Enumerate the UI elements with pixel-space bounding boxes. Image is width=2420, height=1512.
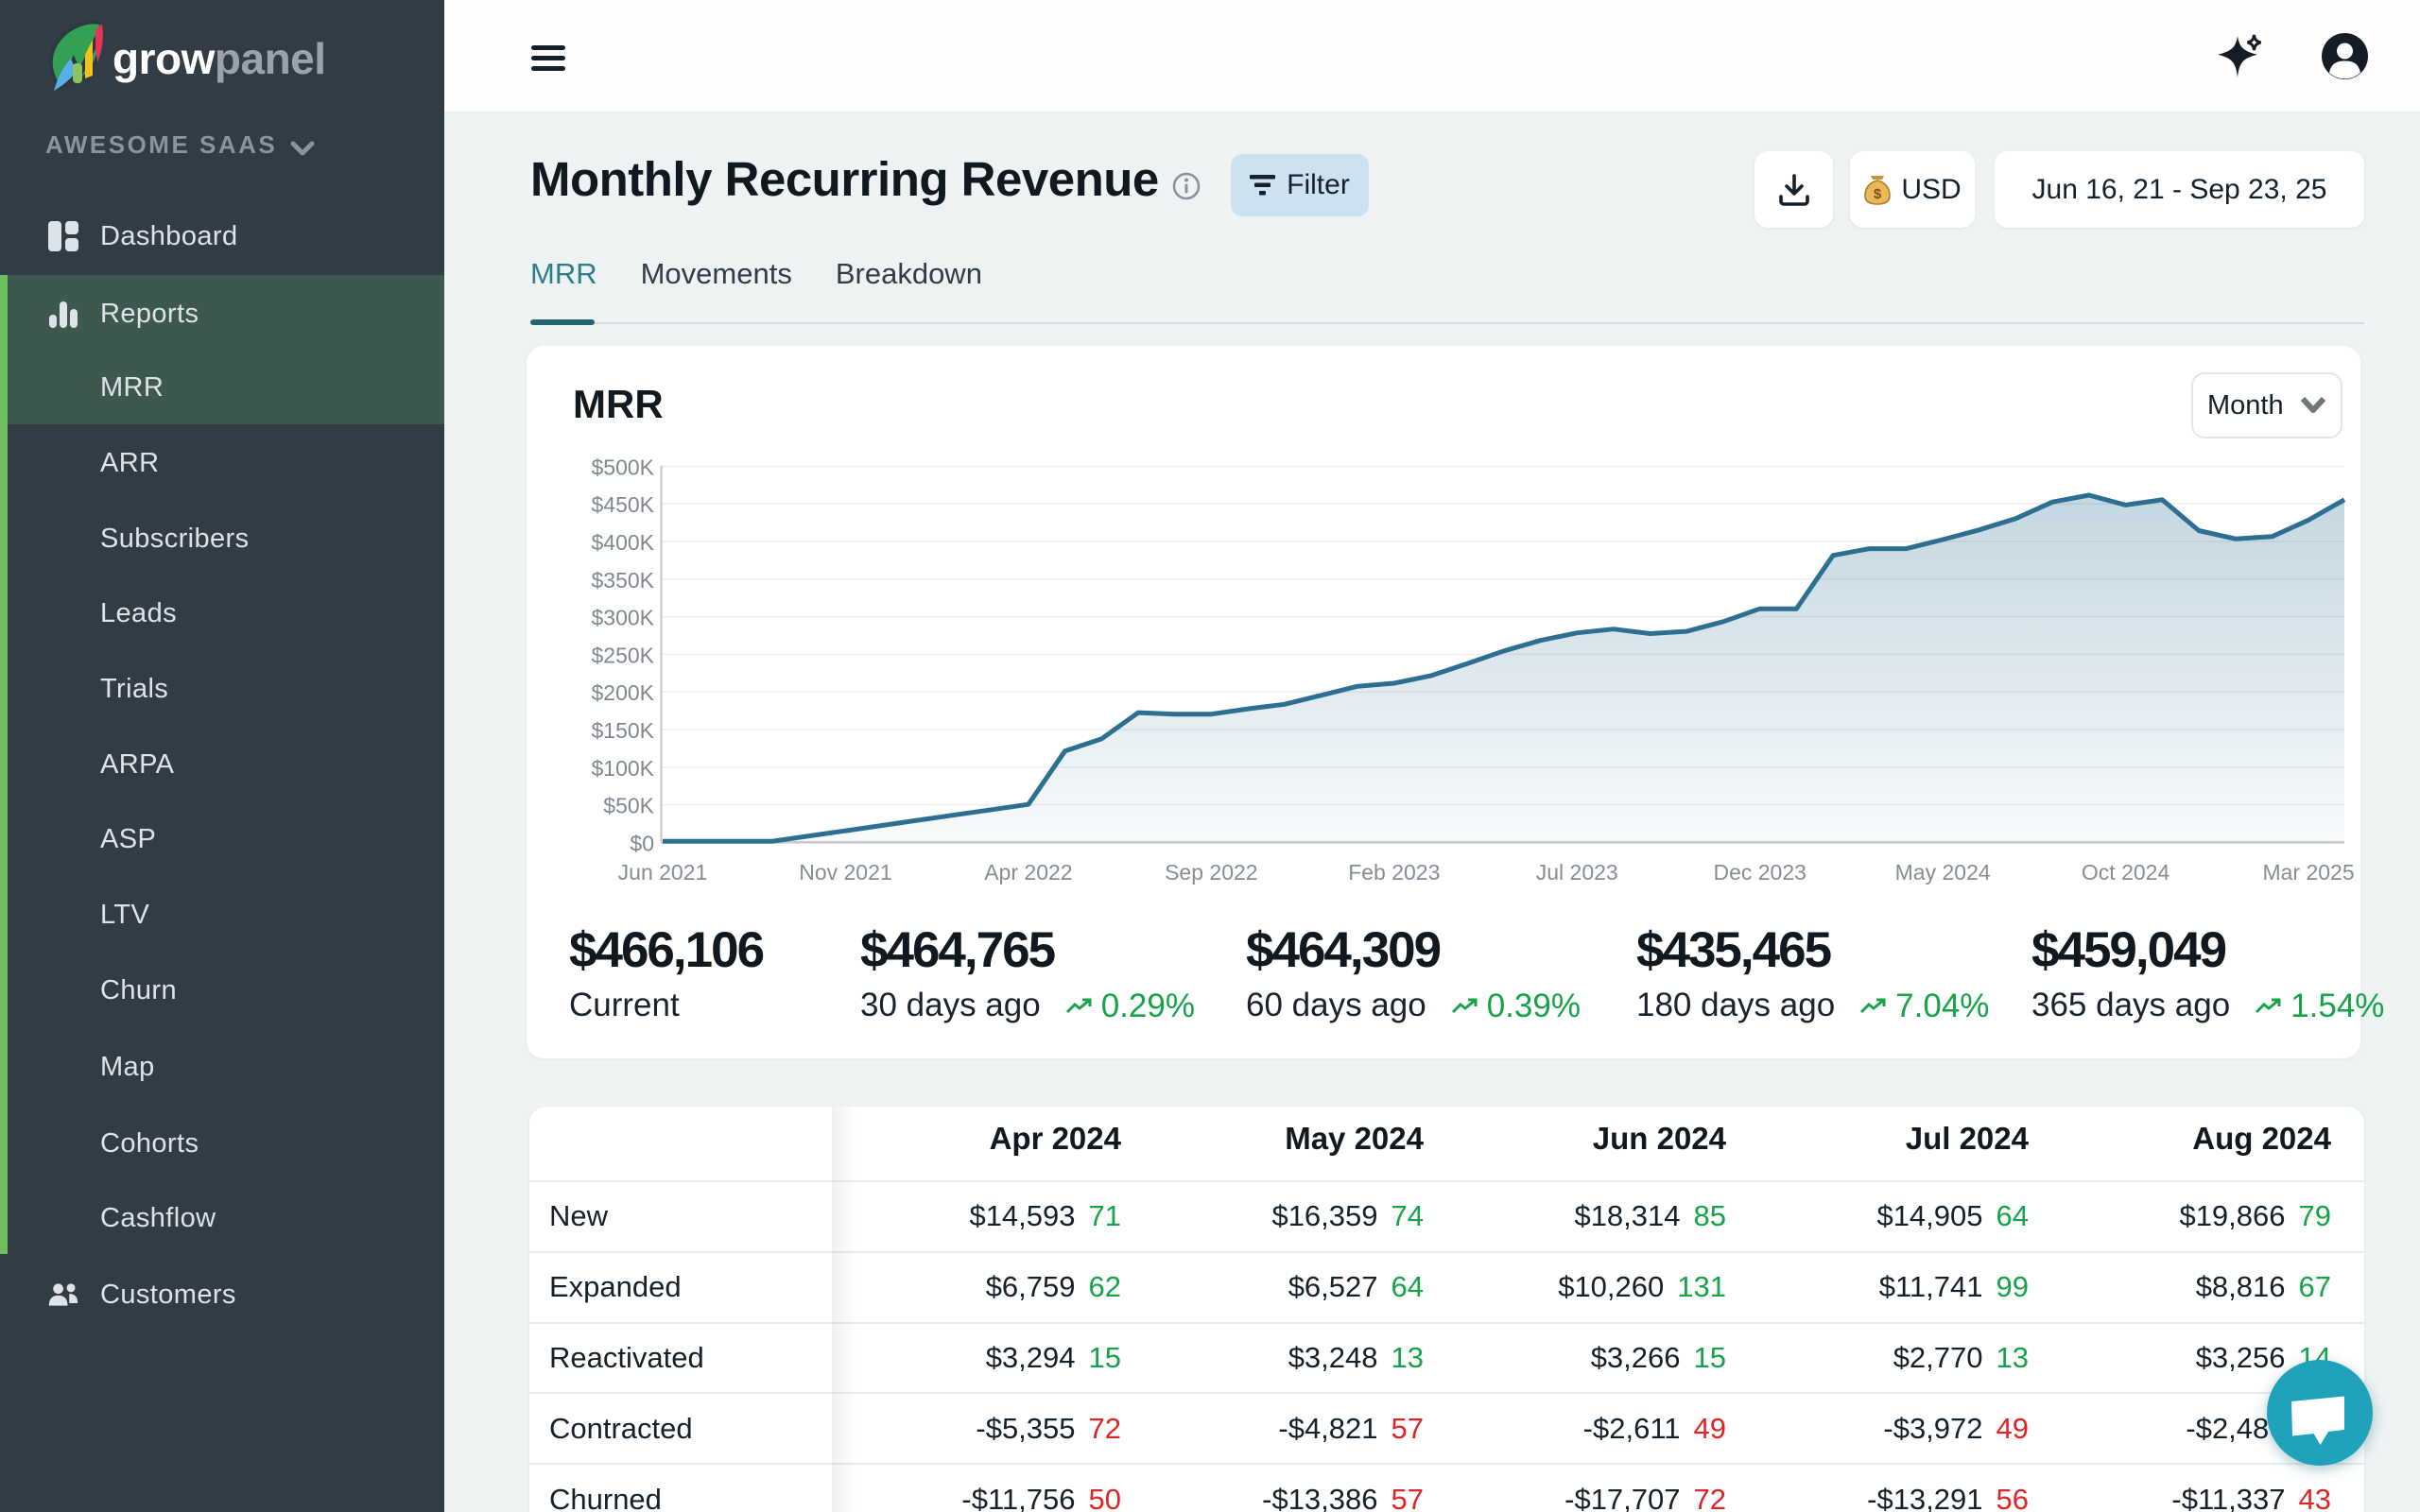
svg-text:$200K: $200K xyxy=(591,680,654,705)
svg-text:Dec 2023: Dec 2023 xyxy=(1713,860,1806,885)
svg-text:$250K: $250K xyxy=(591,643,654,667)
svg-text:Feb 2023: Feb 2023 xyxy=(1348,860,1440,885)
svg-text:Mar 2025: Mar 2025 xyxy=(2262,860,2354,885)
svg-text:$100K: $100K xyxy=(591,756,654,781)
svg-text:Jul 2023: Jul 2023 xyxy=(1536,860,1618,885)
svg-text:Oct 2024: Oct 2024 xyxy=(2082,860,2170,885)
svg-text:$500K: $500K xyxy=(591,455,654,479)
svg-text:Nov 2021: Nov 2021 xyxy=(799,860,891,885)
svg-text:Jun 2021: Jun 2021 xyxy=(618,860,708,885)
svg-text:$: $ xyxy=(1874,186,1882,202)
svg-text:Sep 2022: Sep 2022 xyxy=(1165,860,1257,885)
svg-text:$400K: $400K xyxy=(591,530,654,555)
svg-text:$50K: $50K xyxy=(603,794,654,818)
svg-text:Apr 2022: Apr 2022 xyxy=(984,860,1072,885)
svg-text:$450K: $450K xyxy=(591,492,654,517)
svg-text:$0: $0 xyxy=(630,831,654,855)
svg-text:May 2024: May 2024 xyxy=(1895,860,1991,885)
svg-text:$150K: $150K xyxy=(591,718,654,743)
svg-text:$300K: $300K xyxy=(591,606,654,630)
svg-text:$350K: $350K xyxy=(591,568,654,593)
